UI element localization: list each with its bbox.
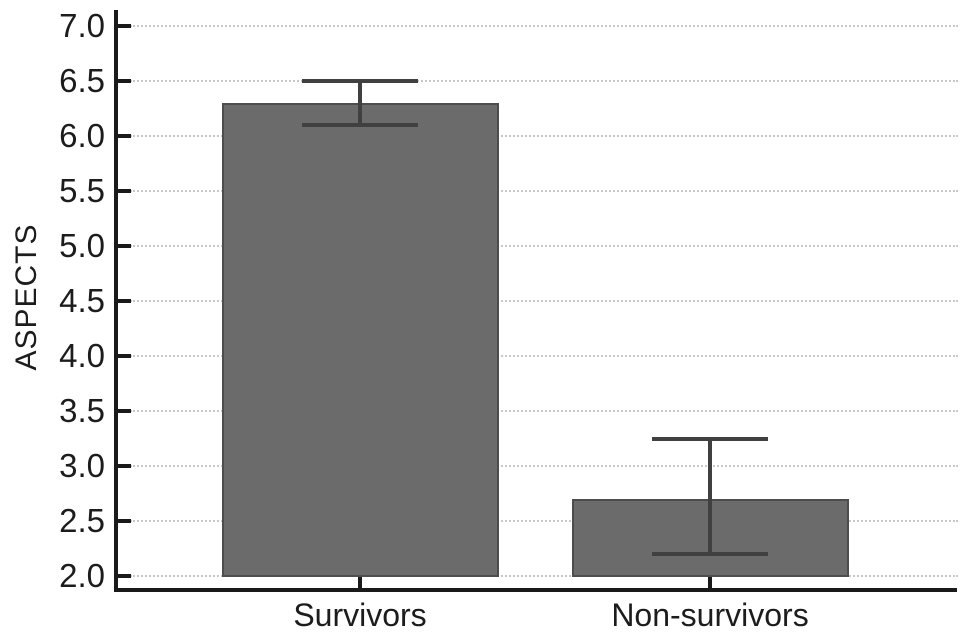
gridline: [130, 245, 958, 247]
y-tick: [117, 464, 131, 468]
y-tick-label: 6.0: [59, 117, 105, 154]
errorbar-stem: [708, 438, 712, 554]
y-tick-label: 6.5: [59, 62, 105, 99]
y-tick-label: 4.5: [59, 282, 105, 319]
gridline: [130, 25, 958, 27]
y-tick-label: 2.5: [59, 502, 105, 539]
y-tick: [117, 189, 131, 193]
y-tick-label: 5.5: [59, 172, 105, 209]
y-tick: [117, 244, 131, 248]
y-tick: [117, 299, 131, 303]
x-tick-label: Survivors: [293, 597, 427, 633]
y-tick: [117, 134, 131, 138]
gridline: [130, 465, 958, 467]
x-tick: [708, 577, 712, 588]
x-tick-label: Non-survivors: [611, 597, 809, 633]
y-tick: [117, 519, 131, 523]
gridline: [130, 80, 958, 82]
y-tick-label: 5.0: [59, 227, 105, 264]
gridline: [130, 300, 958, 302]
gridline: [130, 410, 958, 412]
errorbar-stem: [358, 81, 362, 125]
y-tick-label: 7.0: [59, 7, 105, 44]
bar-survivors: [221, 103, 499, 577]
y-tick: [117, 409, 131, 413]
errorbar-cap-lower: [652, 552, 768, 556]
errorbar-cap-lower: [302, 123, 418, 127]
y-tick: [117, 24, 131, 28]
errorbar-cap-upper: [302, 79, 418, 83]
y-tick: [117, 79, 131, 83]
y-tick: [117, 574, 131, 578]
y-axis-line: [114, 10, 118, 590]
y-tick-label: 2.0: [59, 557, 105, 594]
errorbar-cap-upper: [652, 436, 768, 441]
y-tick-label: 4.0: [59, 337, 105, 374]
y-tick-label: 3.5: [59, 392, 105, 429]
y-tick: [117, 354, 131, 358]
gridline: [130, 520, 958, 522]
y-tick-label: 3.0: [59, 447, 105, 484]
x-axis-line: [114, 588, 957, 592]
gridline: [130, 135, 958, 137]
gridline: [130, 575, 958, 577]
gridline: [130, 190, 958, 192]
x-tick: [358, 577, 362, 588]
gridline: [130, 355, 958, 357]
